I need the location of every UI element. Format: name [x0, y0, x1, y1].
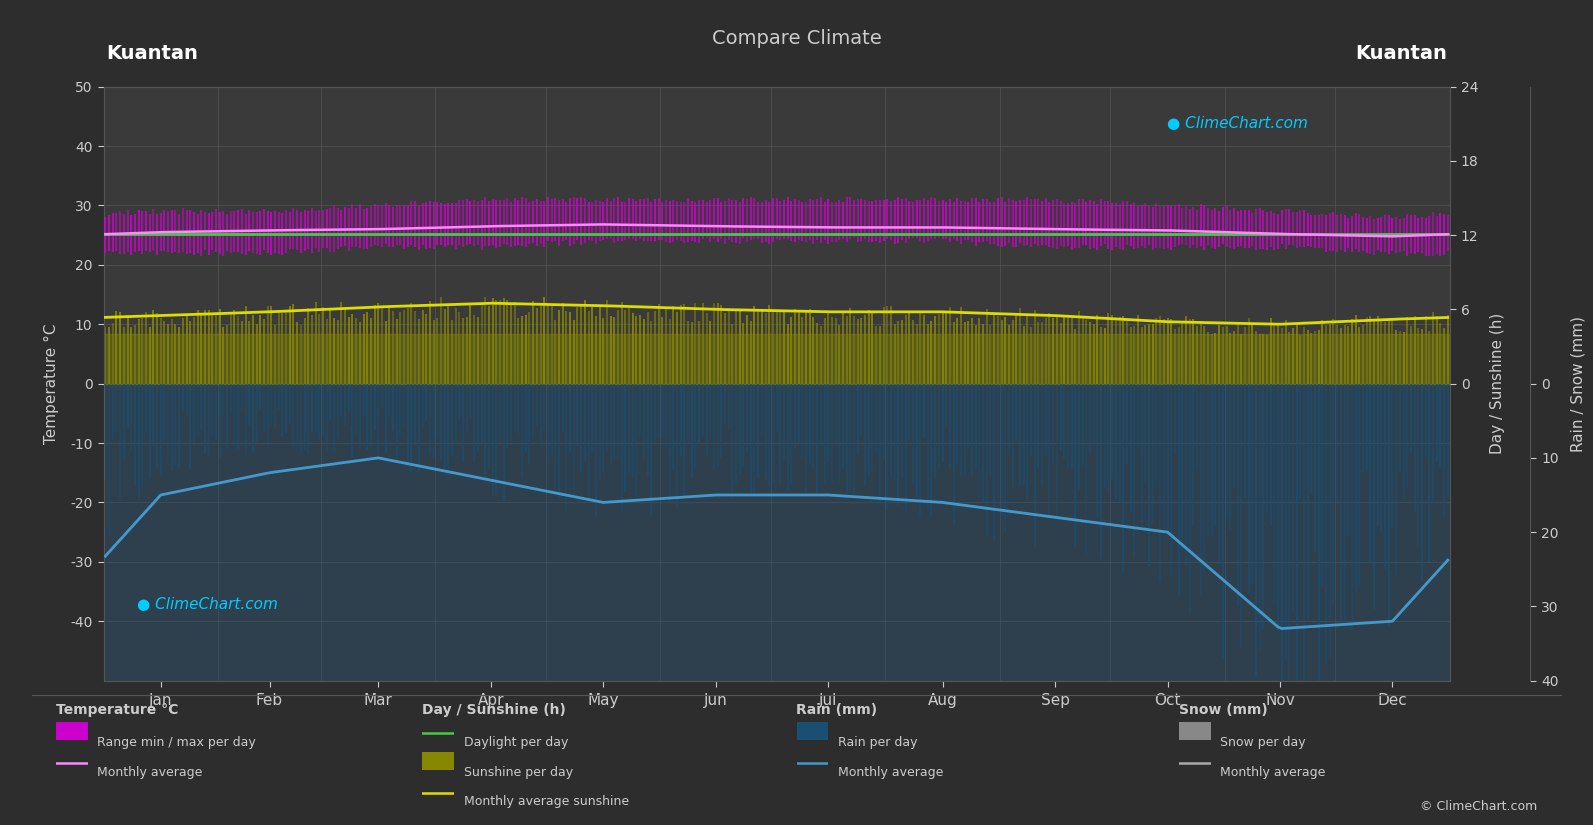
- Text: Kuantan: Kuantan: [107, 44, 198, 63]
- Text: Rain (mm): Rain (mm): [796, 703, 878, 717]
- Text: © ClimeChart.com: © ClimeChart.com: [1419, 799, 1537, 813]
- Text: Monthly average: Monthly average: [97, 766, 202, 779]
- Text: Range min / max per day: Range min / max per day: [97, 736, 256, 749]
- Text: Temperature °C: Temperature °C: [56, 703, 178, 717]
- Text: Snow (mm): Snow (mm): [1179, 703, 1268, 717]
- Text: Daylight per day: Daylight per day: [464, 736, 569, 749]
- Text: ● ClimeChart.com: ● ClimeChart.com: [137, 597, 279, 612]
- Text: Rain per day: Rain per day: [838, 736, 918, 749]
- Text: Monthly average: Monthly average: [1220, 766, 1325, 779]
- Text: Monthly average: Monthly average: [838, 766, 943, 779]
- Text: Monthly average sunshine: Monthly average sunshine: [464, 795, 629, 808]
- Text: Compare Climate: Compare Climate: [712, 29, 881, 48]
- Text: ● ClimeChart.com: ● ClimeChart.com: [1168, 116, 1308, 131]
- Text: Day / Sunshine (h): Day / Sunshine (h): [422, 703, 566, 717]
- Y-axis label: Temperature °C: Temperature °C: [43, 323, 59, 444]
- Text: Sunshine per day: Sunshine per day: [464, 766, 573, 779]
- Y-axis label: Rain / Snow (mm): Rain / Snow (mm): [1571, 316, 1585, 451]
- Text: Kuantan: Kuantan: [1356, 44, 1446, 63]
- Y-axis label: Day / Sunshine (h): Day / Sunshine (h): [1489, 313, 1505, 455]
- Text: Snow per day: Snow per day: [1220, 736, 1306, 749]
